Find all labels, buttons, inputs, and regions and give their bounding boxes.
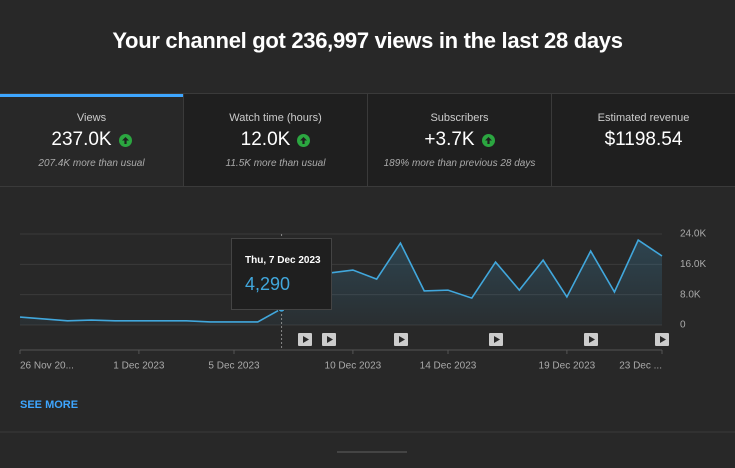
page-title: Your channel got 236,997 views in the la… xyxy=(112,28,623,53)
x-tick-label: 14 Dec 2023 xyxy=(420,361,477,372)
x-tick-label: 23 Dec ... xyxy=(619,361,662,372)
tab-note: 11.5K more than usual xyxy=(225,158,326,169)
metric-tab[interactable]: Estimated revenue $1198.54 xyxy=(551,94,735,186)
metric-tabs: Views 237.0K 207.4K more than usual Watc… xyxy=(0,93,735,187)
x-tick-label: 19 Dec 2023 xyxy=(539,361,596,372)
area xyxy=(20,240,662,325)
x-tick-label: 1 Dec 2023 xyxy=(113,361,165,372)
tab-label: Subscribers xyxy=(430,112,489,124)
trend-up-icon xyxy=(481,133,495,147)
tab-label: Watch time (hours) xyxy=(229,112,322,124)
x-tick-label: 10 Dec 2023 xyxy=(325,361,382,372)
tab-note: 189% more than previous 28 days xyxy=(383,158,536,169)
tab-note: 207.4K more than usual xyxy=(38,158,145,169)
tooltip-date: Thu, 7 Dec 2023 xyxy=(245,255,321,266)
y-tick-label: 16.0K xyxy=(680,259,706,270)
trend-up-icon xyxy=(118,133,132,147)
tab-label: Estimated revenue xyxy=(597,112,690,124)
tooltip-value: 4,290 xyxy=(245,274,291,294)
y-tick-label: 24.0K xyxy=(680,229,706,240)
metric-tab[interactable]: Views 237.0K 207.4K more than usual xyxy=(0,94,183,186)
see-more-link[interactable]: SEE MORE xyxy=(20,399,79,411)
tab-value: 237.0K xyxy=(51,129,112,150)
x-tick-label: 26 Nov 20... xyxy=(20,361,74,372)
tab-value: $1198.54 xyxy=(604,129,683,150)
tab-label: Views xyxy=(76,112,107,124)
x-tick-label: 5 Dec 2023 xyxy=(208,361,260,372)
video-markers xyxy=(298,333,669,346)
trend-up-icon xyxy=(297,133,311,147)
y-tick-label: 0 xyxy=(680,320,686,331)
metric-tab[interactable]: Subscribers +3.7K 189% more than previou… xyxy=(367,94,551,186)
line xyxy=(19,238,663,323)
tab-value: 12.0K xyxy=(240,129,291,150)
tooltip: Thu, 7 Dec 2023 4,290 xyxy=(231,238,332,310)
metric-tab[interactable]: Watch time (hours) 12.0K 11.5K more than… xyxy=(183,94,367,186)
tab-value: +3.7K xyxy=(424,129,475,150)
y-tick-label: 8.0K xyxy=(680,289,701,300)
